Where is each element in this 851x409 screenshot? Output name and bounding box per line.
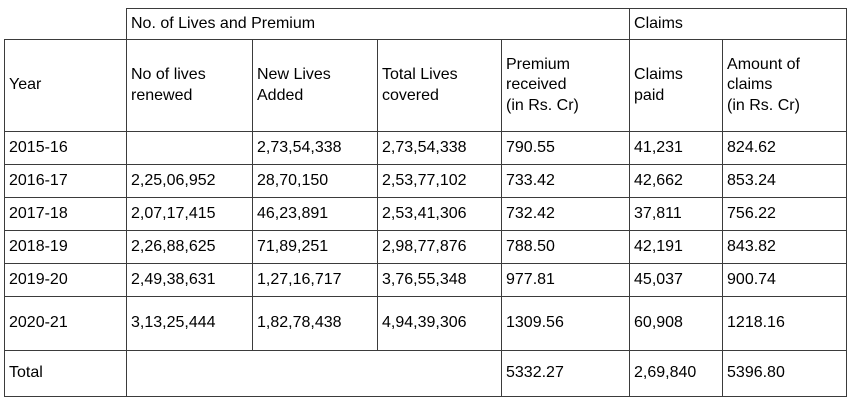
column-header-claims-paid: Claims paid xyxy=(629,39,724,132)
value-cell: 42,191 xyxy=(629,230,724,264)
year-cell: 2019-20 xyxy=(4,263,127,297)
value-cell: 756.22 xyxy=(722,197,848,231)
table-row: 2020-21 3,13,25,444 1,82,78,438 4,94,39,306… xyxy=(4,296,848,351)
year-cell: 2018-19 xyxy=(4,230,127,264)
value-cell: 2,53,77,102 xyxy=(377,164,502,198)
total-row: Total 5332.27 2,69,840 5396.80 xyxy=(4,350,848,397)
value-cell: 2,53,41,306 xyxy=(377,197,502,231)
value-cell: 2,73,54,338 xyxy=(377,131,502,165)
value-cell: 2,73,54,338 xyxy=(252,131,378,165)
group-header-claims: Claims xyxy=(629,8,848,40)
value-cell: 900.74 xyxy=(722,263,848,297)
value-cell: 4,94,39,306 xyxy=(377,296,502,351)
group-header-row: No. of Lives and Premium Claims xyxy=(4,8,848,40)
value-cell: 71,89,251 xyxy=(252,230,378,264)
value-cell: 853.24 xyxy=(722,164,848,198)
value-cell: 1218.16 xyxy=(722,296,848,351)
year-cell: 2015-16 xyxy=(4,131,127,165)
column-header-row: Year No of lives renewed New Lives Added… xyxy=(4,39,848,132)
value-cell: 2,07,17,415 xyxy=(126,197,253,231)
value-cell xyxy=(126,131,253,165)
table-row: 2015-16 2,73,54,338 2,73,54,338 790.55 41,23… xyxy=(4,131,848,165)
table-row: 2019-20 2,49,38,631 1,27,16,717 3,76,55,348… xyxy=(4,263,848,297)
lives-premium-claims-table: No. of Lives and Premium Claims Year No … xyxy=(4,8,848,397)
value-cell: 824.62 xyxy=(722,131,848,165)
table-body: 2015-16 2,73,54,338 2,73,54,338 790.55 41,23… xyxy=(4,131,848,397)
column-header-lives-renewed: No of lives renewed xyxy=(126,39,253,132)
value-cell: 2,25,06,952 xyxy=(126,164,253,198)
value-cell: 788.50 xyxy=(500,230,631,264)
year-cell: 2017-18 xyxy=(4,197,127,231)
column-header-total-lives: Total Lives covered xyxy=(377,39,502,132)
value-cell: 41,231 xyxy=(629,131,724,165)
value-cell: 3,76,55,348 xyxy=(377,263,502,297)
value-cell: 977.81 xyxy=(500,263,631,297)
value-cell: 37,811 xyxy=(629,197,724,231)
value-cell: 2,49,38,631 xyxy=(126,263,253,297)
column-header-premium-received: Premium received (in Rs. Cr) xyxy=(500,39,631,132)
total-claims-paid-cell: 2,69,840 xyxy=(629,350,724,397)
value-cell: 28,70,150 xyxy=(252,164,378,198)
value-cell: 45,037 xyxy=(629,263,724,297)
table-row: 2017-18 2,07,17,415 46,23,891 2,53,41,306 73… xyxy=(4,197,848,231)
column-header-new-lives: New Lives Added xyxy=(252,39,378,132)
value-cell: 732.42 xyxy=(500,197,631,231)
value-cell: 60,908 xyxy=(629,296,724,351)
total-amount-cell: 5396.80 xyxy=(722,350,848,397)
value-cell: 3,13,25,444 xyxy=(126,296,253,351)
column-header-amount-of-claims: Amount of claims (in Rs. Cr) xyxy=(722,39,848,132)
value-cell: 1309.56 xyxy=(500,296,631,351)
total-label-cell: Total xyxy=(4,350,127,397)
value-cell: 1,27,16,717 xyxy=(252,263,378,297)
value-cell: 790.55 xyxy=(500,131,631,165)
total-premium-cell: 5332.27 xyxy=(500,350,631,397)
value-cell: 2,26,88,625 xyxy=(126,230,253,264)
column-header-year: Year xyxy=(4,39,127,132)
year-cell: 2016-17 xyxy=(4,164,127,198)
value-cell: 46,23,891 xyxy=(252,197,378,231)
value-cell: 2,98,77,876 xyxy=(377,230,502,264)
value-cell: 42,662 xyxy=(629,164,724,198)
year-cell: 2020-21 xyxy=(4,296,127,351)
corner-cell xyxy=(4,8,127,40)
group-header-lives-premium: No. of Lives and Premium xyxy=(125,8,631,40)
value-cell: 843.82 xyxy=(722,230,848,264)
total-merged-blank-cell xyxy=(126,350,502,397)
table-row: 2016-17 2,25,06,952 28,70,150 2,53,77,102 73… xyxy=(4,164,848,198)
table-row: 2018-19 2,26,88,625 71,89,251 2,98,77,876 78… xyxy=(4,230,848,264)
value-cell: 1,82,78,438 xyxy=(252,296,378,351)
value-cell: 733.42 xyxy=(500,164,631,198)
